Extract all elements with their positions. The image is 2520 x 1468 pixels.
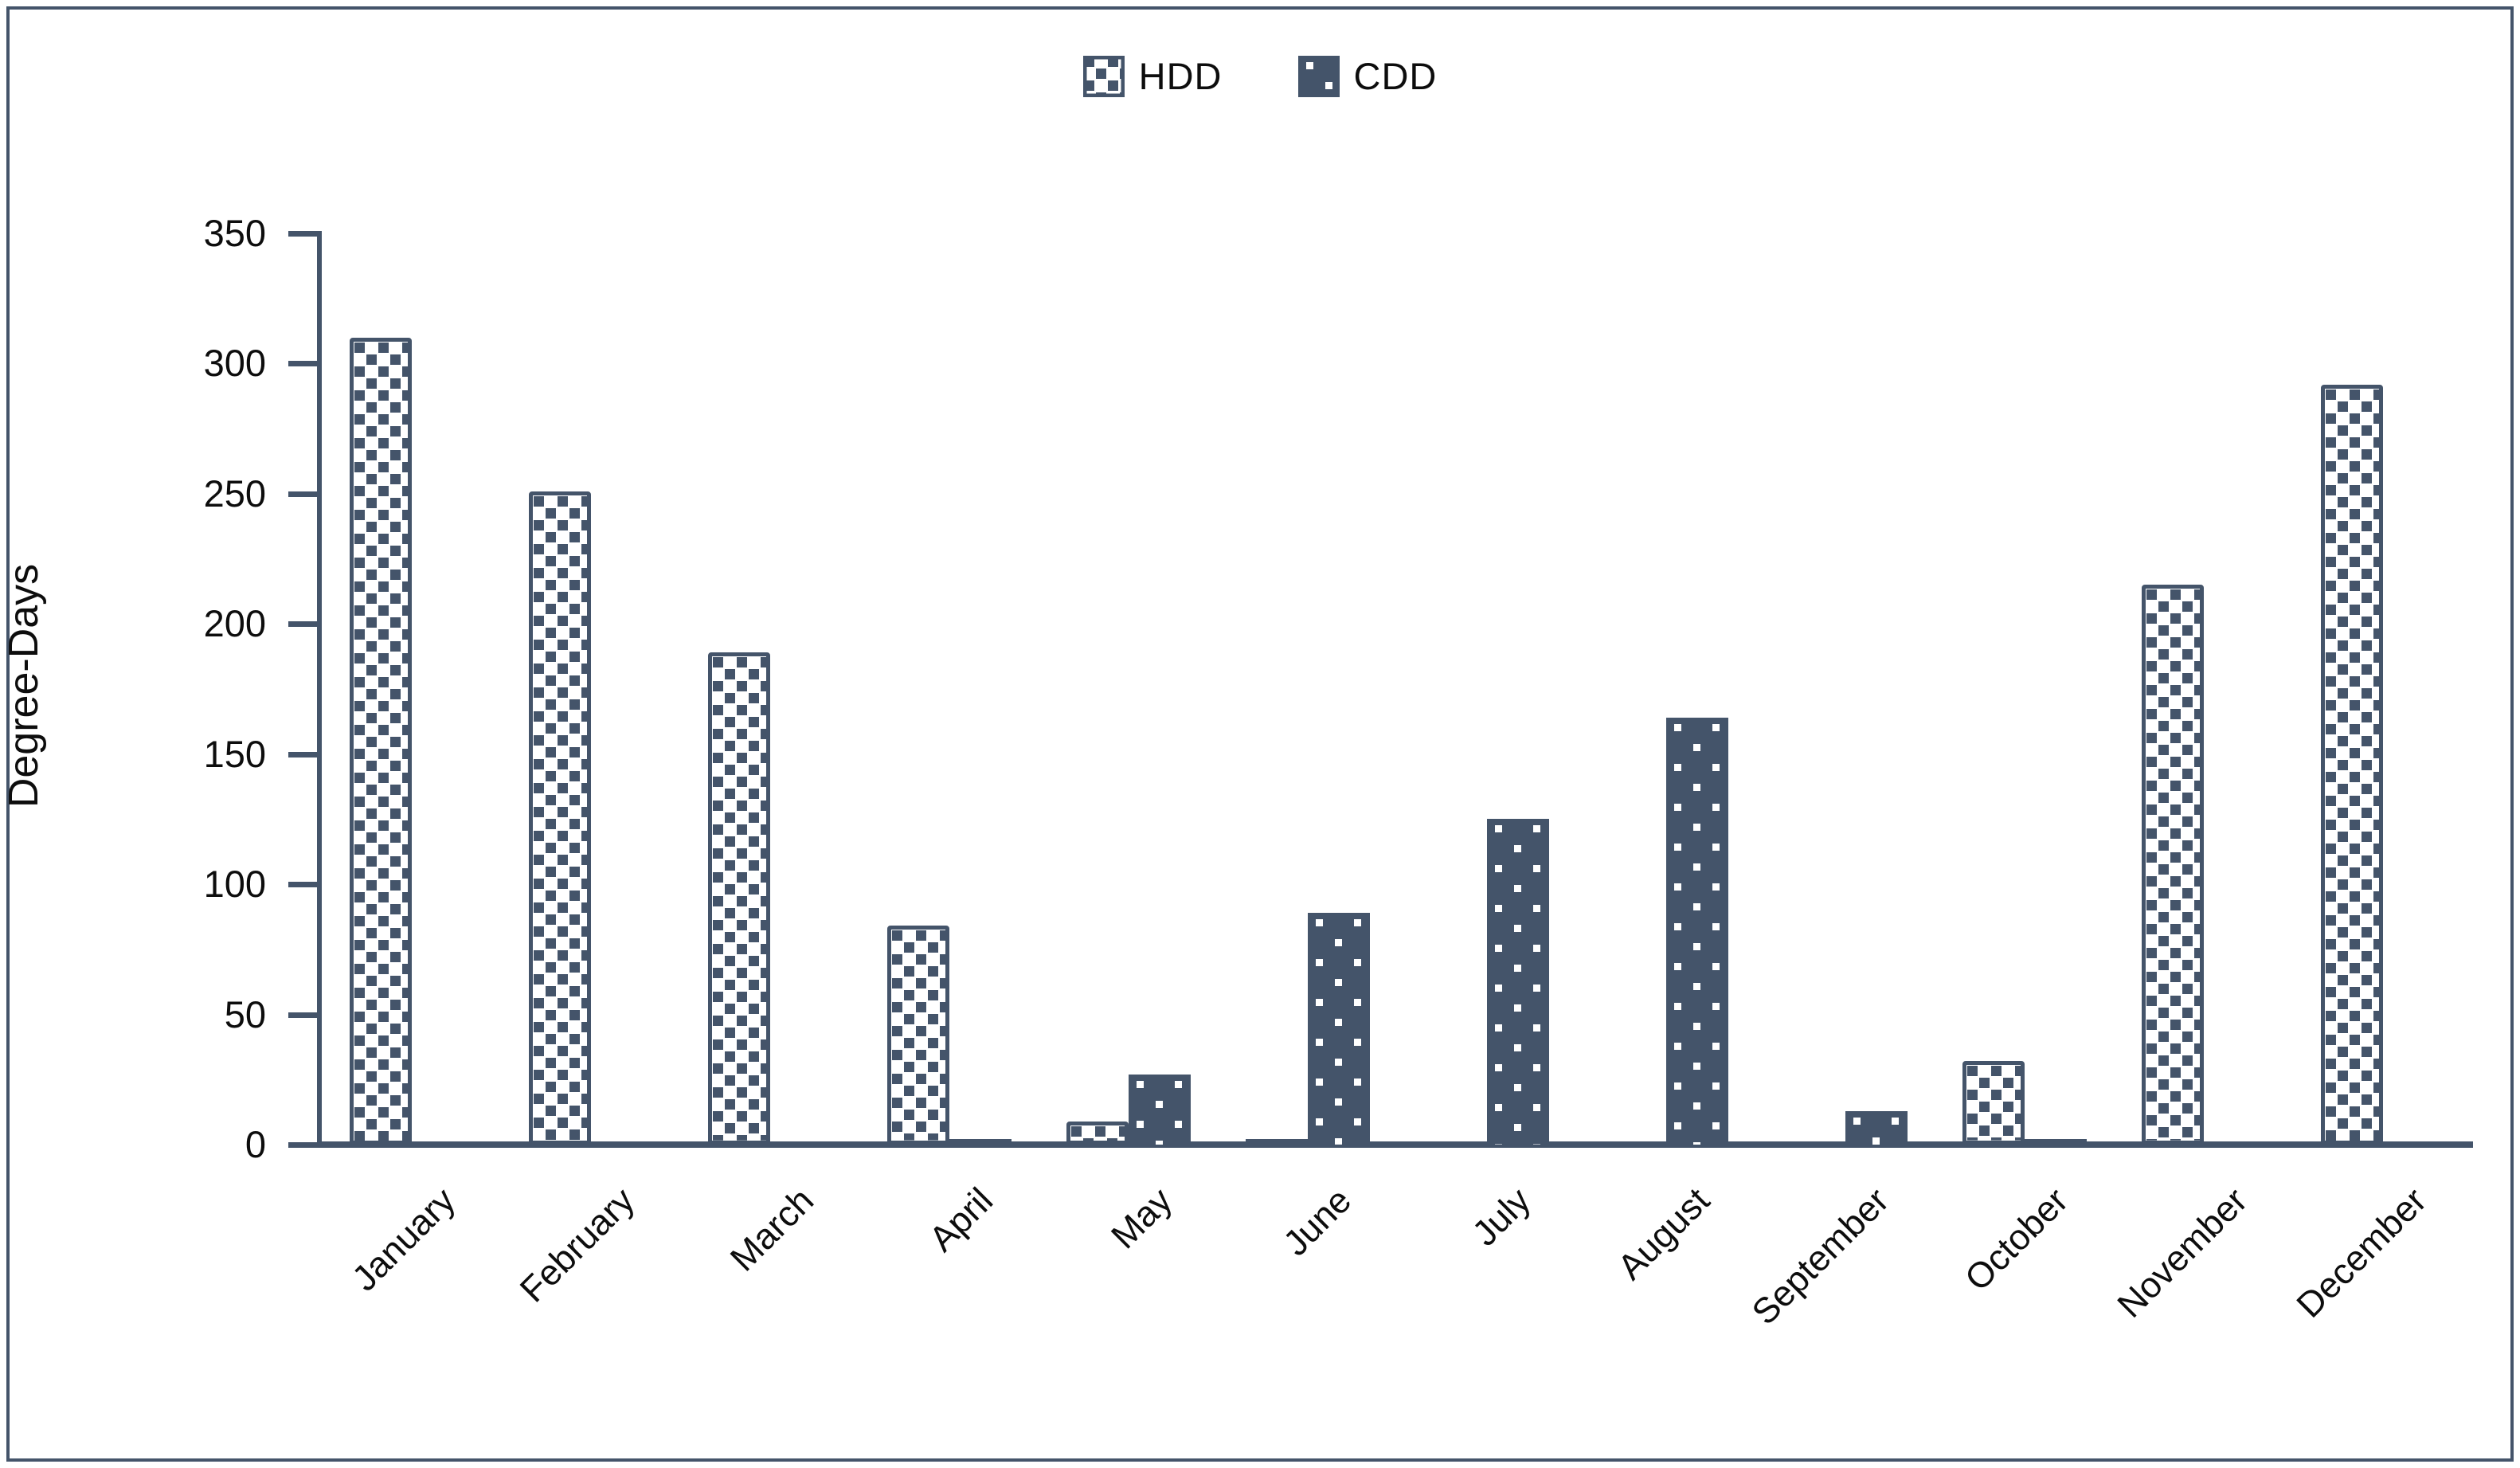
y-tick-label-100: 100 <box>203 863 266 906</box>
y-tick-50 <box>288 1012 322 1018</box>
bar-hdd-june <box>1245 1138 1308 1141</box>
chart-frame <box>6 6 2514 1462</box>
y-tick-250 <box>288 491 322 497</box>
legend-item-hdd: HDD <box>1082 54 1223 98</box>
legend-label-hdd: HDD <box>1138 55 1223 97</box>
y-tick-300 <box>288 361 322 367</box>
bar-hdd-may <box>1066 1121 1129 1145</box>
y-tick-350 <box>288 231 322 237</box>
bar-hdd-april <box>886 926 949 1145</box>
bar-cdd-may <box>1128 1074 1191 1145</box>
y-tick-100 <box>288 882 322 888</box>
y-axis-line <box>317 231 322 1148</box>
legend-swatch-hdd <box>1082 55 1125 97</box>
legend: HDD CDD <box>0 54 2520 98</box>
bar-cdd-june <box>1307 913 1370 1145</box>
bar-cdd-august <box>1666 717 1729 1145</box>
y-tick-label-250: 250 <box>203 472 266 515</box>
y-tick-150 <box>288 751 322 757</box>
bar-hdd-october <box>1962 1061 2025 1145</box>
bar-hdd-december <box>2321 384 2384 1145</box>
legend-item-cdd: CDD <box>1297 54 1438 98</box>
bar-hdd-february <box>528 491 591 1145</box>
bar-hdd-january <box>349 337 412 1145</box>
y-tick-label-150: 150 <box>203 732 266 775</box>
y-tick-0 <box>288 1142 322 1148</box>
bar-cdd-september <box>1845 1110 1908 1145</box>
y-tick-label-350: 350 <box>203 212 266 254</box>
bar-hdd-november <box>2142 585 2205 1145</box>
legend-label-cdd: CDD <box>1353 55 1438 97</box>
bar-cdd-july <box>1487 819 1550 1145</box>
y-tick-label-200: 200 <box>203 602 266 645</box>
y-tick-200 <box>288 621 322 628</box>
y-tick-label-50: 50 <box>224 992 266 1035</box>
legend-swatch-cdd <box>1297 55 1340 97</box>
bar-hdd-march <box>707 652 770 1145</box>
x-axis-line <box>317 1141 2473 1148</box>
y-tick-label-300: 300 <box>203 342 266 385</box>
bar-cdd-october <box>2025 1138 2088 1141</box>
bar-cdd-april <box>949 1138 1012 1141</box>
y-tick-label-0: 0 <box>245 1123 266 1165</box>
